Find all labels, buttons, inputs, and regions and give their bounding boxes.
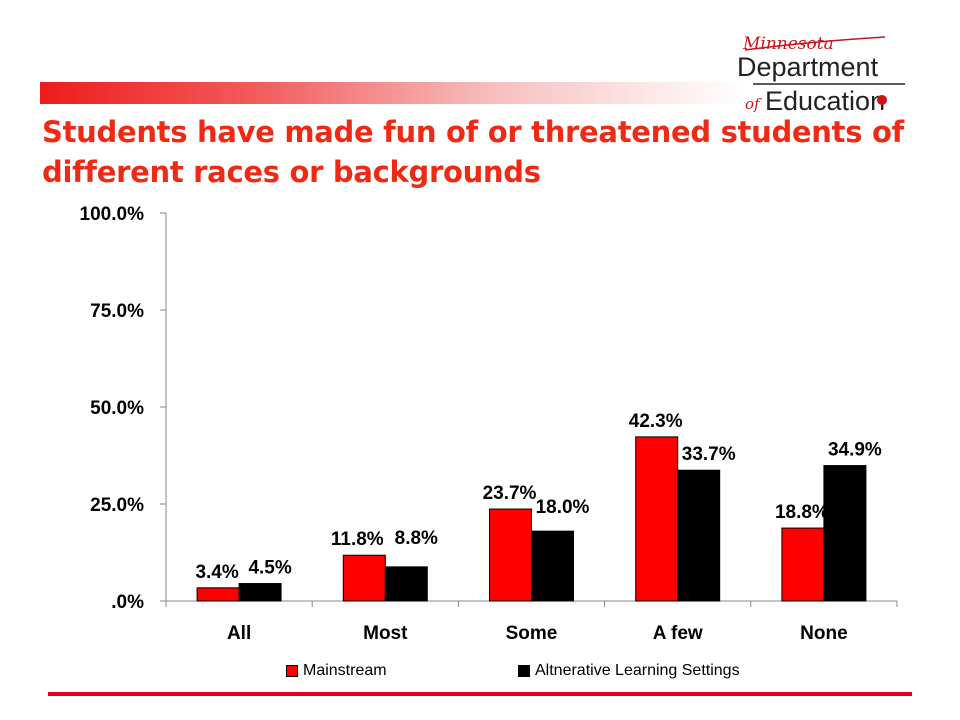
chart-legend: Mainstream Altnerative Learning Settings <box>286 662 806 684</box>
bar-mainstream <box>489 508 532 602</box>
y-tick-label: 25.0% <box>90 495 144 516</box>
bar-alternative <box>384 566 428 602</box>
chart-bars <box>196 436 867 602</box>
svg-text:Education: Education <box>765 86 885 116</box>
data-label-mainstream: 42.3% <box>629 411 683 432</box>
legend-item-mainstream: Mainstream <box>286 662 387 680</box>
x-tick-label: A few <box>653 623 703 644</box>
x-tick-label: Most <box>363 623 408 644</box>
legend-item-alternative: Altnerative Learning Settings <box>518 662 740 680</box>
svg-text:Minnesota: Minnesota <box>742 34 834 54</box>
bar-mainstream <box>781 527 825 602</box>
bar-alternative <box>531 530 574 602</box>
footer-bar <box>48 692 912 696</box>
data-label-mainstream: 3.4% <box>195 562 238 583</box>
header-gradient-bar <box>40 82 745 104</box>
data-label-alternative: 18.0% <box>536 497 590 518</box>
legend-swatch-mainstream <box>286 665 298 677</box>
bar-alternative <box>677 469 721 602</box>
bar-mainstream <box>635 436 679 602</box>
x-tick-label: Some <box>506 623 558 644</box>
x-tick-label: All <box>227 623 251 644</box>
y-tick-label: .0% <box>111 592 144 613</box>
y-tick-label: 100.0% <box>80 204 145 225</box>
chart-labels: 3.4% 4.5% 11.8% 8.8% 23.7%18.0% 42.3% 33.7% 18.… <box>195 411 881 583</box>
data-label-alternative: 33.7% <box>682 444 736 465</box>
mde-logo: Minnesota Department of Education <box>737 34 905 116</box>
data-label-alternative: 8.8% <box>395 528 438 549</box>
x-tick-label: None <box>800 623 848 644</box>
data-label-mainstream: 11.8% <box>331 529 384 550</box>
data-label-mainstream: 18.8% <box>775 502 829 523</box>
apple-icon <box>877 95 887 105</box>
data-label-alternative: 4.5% <box>248 558 291 579</box>
y-tick-label: 50.0% <box>90 398 144 419</box>
chart-axes: .0% 25.0% 50.0% 75.0% 100.0% All Most Some A few… <box>80 204 898 644</box>
legend-swatch-alternative <box>518 665 530 677</box>
data-label-alternative: 34.9% <box>828 440 882 461</box>
y-tick-label: 75.0% <box>90 301 144 322</box>
legend-label-mainstream: Mainstream <box>303 662 387 679</box>
bar-mainstream <box>196 587 240 602</box>
svg-text:of: of <box>745 95 762 113</box>
svg-text:Department: Department <box>737 52 879 82</box>
bar-mainstream <box>342 554 386 602</box>
bar-alternative <box>823 465 867 602</box>
slide-title: Students have made fun of or threatened … <box>42 115 904 189</box>
data-label-mainstream: 23.7% <box>483 483 537 504</box>
bar-alternative <box>238 583 282 602</box>
legend-label-alternative: Altnerative Learning Settings <box>535 662 740 679</box>
